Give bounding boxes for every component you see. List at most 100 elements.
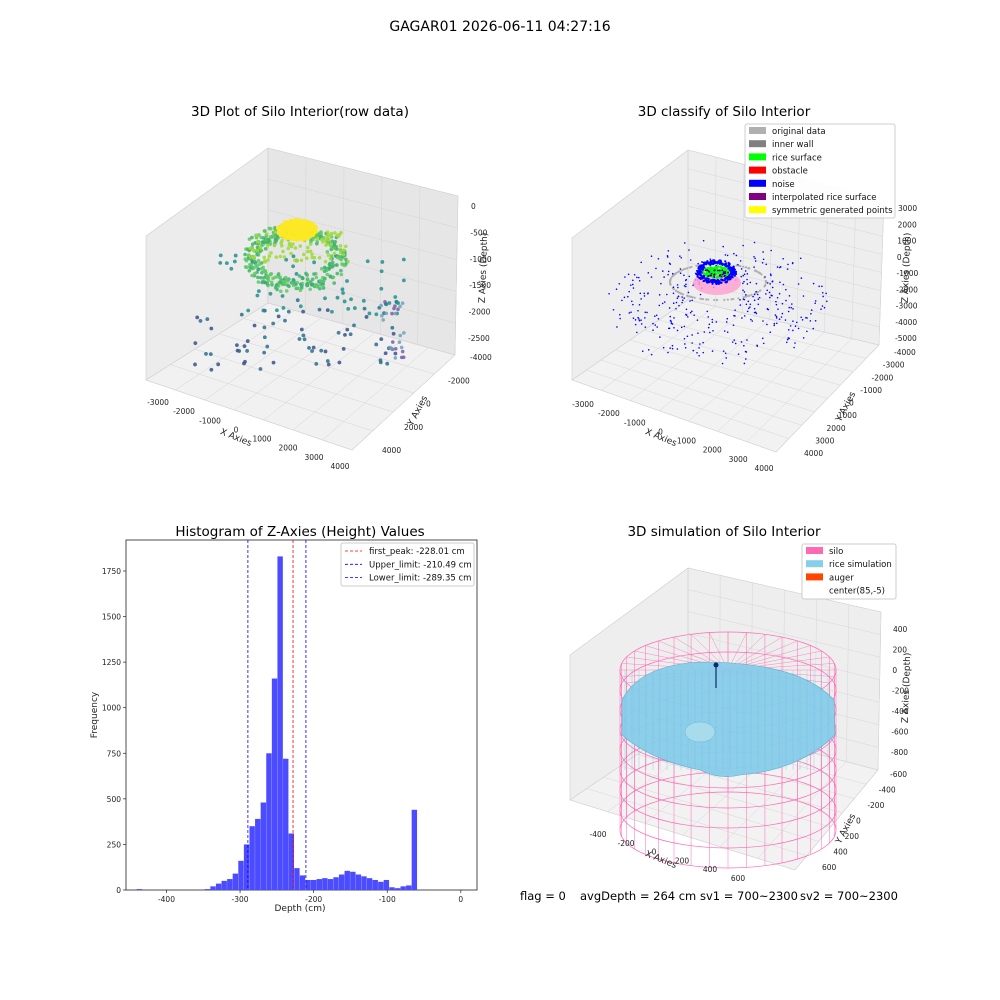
data-point [762,320,764,322]
data-point [689,311,692,314]
data-point [721,269,724,272]
data-point [287,243,292,247]
data-point [265,281,269,286]
data-point [322,269,327,274]
data-point [329,243,333,247]
data-point [302,337,307,342]
data-point [766,289,769,292]
histogram-bar [344,870,350,890]
data-point [669,277,673,280]
data-point [293,258,297,263]
histogram-bar [310,879,317,890]
data-point [776,266,779,268]
data-point [310,349,314,353]
data-point [700,297,703,301]
z-tick: -600 [891,728,908,737]
grid-line [454,195,459,356]
data-point [274,255,279,259]
data-point [276,272,281,276]
data-point [778,318,781,321]
data-point [637,276,640,279]
data-point [657,257,660,260]
data-point [632,287,635,289]
data-point [286,246,291,251]
data-point [257,262,262,267]
data-point [644,326,647,328]
data-point [283,282,287,287]
data-point [699,343,701,345]
data-point [747,294,750,297]
y-tick: -4000 [894,348,916,357]
legend-box [801,543,897,600]
data-point [650,255,653,258]
histogram-bar [288,833,295,890]
data-point [777,308,779,310]
grid-line [267,178,458,229]
data-point [263,240,267,245]
data-point [608,292,610,295]
data-point [724,260,727,263]
y-tick: 0 [426,400,431,409]
legend-entry: silo [829,547,843,557]
data-point [321,240,325,244]
data-point [775,300,777,303]
data-point [323,259,328,264]
data-point [364,315,369,319]
data-point [744,270,747,272]
data-point [381,318,386,322]
data-point [683,337,686,340]
data-point [643,292,646,295]
data-point [242,344,247,349]
data-point [311,237,315,242]
data-point [352,323,356,328]
grid-line [615,349,815,413]
data-point [284,289,289,293]
data-point [755,270,759,273]
data-point [753,299,756,301]
data-point [380,260,385,264]
data-point [741,317,743,319]
data-point [802,295,805,297]
data-point [345,279,349,283]
data-point [821,291,824,294]
data-point [676,348,679,350]
data-point [391,331,396,336]
data-point [810,309,813,311]
points-raw [193,218,406,372]
data-point [785,341,788,344]
data-point [341,291,345,295]
z-tick: 0 [892,666,897,675]
data-point [672,273,675,277]
data-point [745,303,748,306]
data-point [810,312,812,315]
data-point [691,334,693,336]
histogram-bar [271,678,278,890]
data-point [752,295,754,298]
histogram-axes: -400 -300 -200 -100 0 0 250 500 750 1000 1250 1500 1… [102,567,464,904]
data-point [402,331,406,335]
data-point [335,263,339,267]
data-point [335,255,340,260]
data-point [730,270,733,274]
x-tick-label: 0 [458,895,463,904]
data-point [737,263,739,266]
data-point [782,257,784,260]
legend-entry: center(85,-5) [829,587,885,597]
histogram-bar [406,885,412,890]
data-point [246,308,251,313]
x-tick: -2000 [598,409,620,418]
rice-depression [684,721,716,743]
z-axis-label: Z Axies (Depth) [478,233,490,304]
legend-swatch [806,586,823,594]
histogram-bar [136,889,143,890]
data-point [769,283,771,285]
data-point [293,220,298,226]
data-point [195,315,200,320]
y-tick: 0 [849,399,854,408]
data-point [672,302,675,304]
histogram-bar [232,873,239,890]
data-point [667,327,670,330]
histogram-bar [322,878,328,890]
panel-raw-title: 3D Plot of Silo Interior(row data) [191,104,409,120]
data-point [677,286,679,289]
